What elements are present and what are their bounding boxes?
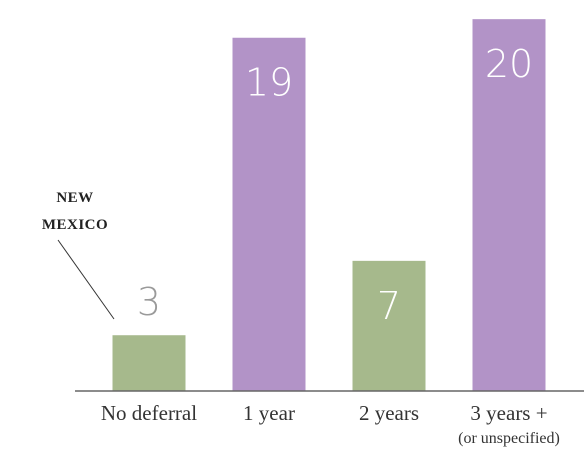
bar-1-year xyxy=(232,37,306,392)
category-note-unspecified: (or unspecified) xyxy=(458,430,560,447)
bar-2-years xyxy=(352,260,426,391)
value-label-no-deferral: 3 xyxy=(137,280,161,324)
annotation-line-2: MEXICO xyxy=(42,217,108,233)
annotation-line-1: NEW xyxy=(56,190,93,206)
value-label-3-years: 20 xyxy=(485,42,533,86)
category-label-3-years: 3 years + xyxy=(470,401,547,425)
bar-no-deferral xyxy=(112,335,186,391)
category-label-1-year: 1 year xyxy=(243,401,295,425)
bar-3-years xyxy=(472,19,546,392)
annotation-pointer-line xyxy=(57,239,115,320)
bars-group: 3 19 7 20 xyxy=(112,19,546,392)
value-label-1-year: 19 xyxy=(245,61,293,105)
category-label-2-years: 2 years xyxy=(359,401,419,425)
value-label-2-years: 7 xyxy=(377,284,401,328)
category-label-no-deferral: No deferral xyxy=(101,401,197,425)
